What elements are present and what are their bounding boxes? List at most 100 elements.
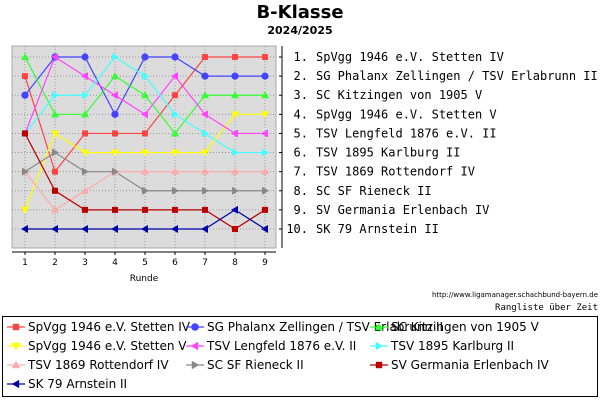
data-point — [262, 186, 269, 195]
legend-label: SV Germania Erlenbach IV — [391, 358, 549, 372]
data-point — [231, 72, 239, 80]
rank-label-team: SC Kitzingen von 1905 V — [316, 88, 482, 102]
rank-label-number: 6. — [294, 146, 308, 160]
data-point — [231, 111, 239, 119]
data-point — [52, 168, 58, 175]
rank-label-team: SG Phalanx Zellingen / TSV Erlabrunn II — [316, 69, 598, 83]
x-tick-label: 9 — [262, 258, 268, 268]
data-point — [261, 167, 269, 175]
data-point — [141, 167, 149, 175]
x-tick-label: 4 — [112, 258, 118, 268]
data-point — [52, 187, 58, 194]
legend-label: TSV 1895 Karlburg II — [391, 339, 515, 353]
legend-label: TSV 1869 Rottendorf IV — [28, 358, 169, 372]
rank-label-team: TSV Lengfeld 1876 e.V. II — [316, 126, 497, 140]
data-point — [201, 167, 209, 175]
rank-label-team: SC SF Rieneck II — [316, 184, 432, 198]
x-axis-label: Runde — [130, 274, 159, 284]
data-point — [171, 225, 178, 233]
data-point — [112, 167, 119, 176]
legend-swatch — [7, 379, 25, 389]
data-point — [202, 206, 208, 213]
data-point — [231, 91, 239, 99]
data-point — [231, 167, 239, 175]
data-point — [172, 92, 178, 99]
data-point — [262, 54, 268, 60]
rank-label-team: SpVgg 1946 e.V. Stetten V — [316, 107, 497, 121]
data-point — [172, 186, 179, 195]
legend-label: SC SF Rieneck II — [207, 358, 304, 372]
data-point — [52, 91, 59, 100]
data-point — [82, 91, 89, 100]
data-point — [231, 129, 238, 138]
legend-swatch — [370, 322, 388, 331]
legend-item: TSV 1895 Karlburg II — [370, 337, 514, 355]
data-point — [261, 129, 268, 138]
data-point — [261, 111, 269, 119]
data-point — [142, 206, 148, 213]
data-point — [21, 53, 29, 60]
data-point — [112, 53, 119, 61]
data-point — [202, 186, 209, 195]
legend-item: SG Phalanx Zellingen / TSV Erlabrunn II — [186, 318, 443, 336]
data-point — [232, 148, 239, 157]
data-point — [112, 206, 118, 213]
data-point — [201, 225, 208, 233]
legend-item: SpVgg 1946 e.V. Stetten V — [7, 337, 186, 355]
data-point — [81, 225, 88, 233]
chart-title: B-Klasse — [256, 2, 344, 23]
legend-item: SpVgg 1946 e.V. Stetten IV — [7, 318, 190, 336]
data-point — [82, 130, 88, 137]
x-tick-label: 5 — [142, 258, 148, 268]
legend-item: SK 79 Arnstein II — [7, 375, 127, 393]
data-point — [141, 91, 149, 99]
data-point — [111, 149, 119, 157]
data-point — [201, 91, 209, 99]
rank-label-number: 5. — [294, 126, 308, 140]
legend-swatch — [7, 323, 25, 331]
data-point — [261, 225, 268, 233]
data-point — [142, 186, 149, 195]
rank-label-number: 2. — [294, 69, 308, 83]
legend-swatch — [186, 341, 204, 351]
rank-label-number: 1. — [294, 50, 308, 64]
data-point — [232, 226, 238, 232]
legend-swatch — [370, 341, 388, 351]
data-point — [51, 53, 58, 61]
data-point — [21, 225, 28, 233]
legend-label: SC Kitzingen von 1905 V — [391, 320, 539, 334]
data-point — [81, 110, 89, 118]
legend-item: SC Kitzingen von 1905 V — [370, 318, 539, 336]
data-point — [171, 149, 179, 157]
rank-label-number: 8. — [294, 184, 308, 198]
legend-swatch — [7, 342, 25, 351]
data-point — [111, 225, 118, 233]
data-point — [52, 148, 59, 157]
data-point — [202, 54, 208, 60]
rank-label-team: SK 79 Arnstein II — [316, 222, 439, 236]
data-point — [22, 73, 28, 80]
data-point — [201, 110, 208, 119]
data-point — [262, 148, 269, 157]
data-point — [171, 53, 179, 61]
rank-label-number: 7. — [294, 165, 308, 179]
legend-label: SG Phalanx Zellingen / TSV Erlabrunn II — [207, 320, 444, 334]
data-point — [112, 130, 118, 137]
data-point — [261, 72, 269, 80]
rank-label-number: 4. — [294, 107, 308, 121]
data-point — [232, 54, 238, 60]
x-tick-label: 2 — [52, 258, 58, 268]
rank-label-team: TSV 1869 Rottendorf IV — [316, 165, 475, 179]
data-point — [202, 129, 209, 138]
legend-item: SV Germania Erlenbach IV — [370, 356, 549, 374]
x-tick-label: 3 — [82, 258, 88, 268]
data-point — [51, 205, 59, 213]
data-point — [81, 72, 88, 81]
legend-label: SpVgg 1946 e.V. Stetten IV — [28, 320, 190, 334]
chart-subtitle: 2024/2025 — [267, 24, 333, 37]
legend-swatch — [7, 360, 25, 369]
legend-item: TSV Lengfeld 1876 e.V. II — [186, 337, 356, 355]
rank-label-team: SpVgg 1946 e.V. Stetten IV — [316, 50, 504, 64]
legend: SpVgg 1946 e.V. Stetten IV SG Phalanx Zel… — [2, 316, 598, 397]
